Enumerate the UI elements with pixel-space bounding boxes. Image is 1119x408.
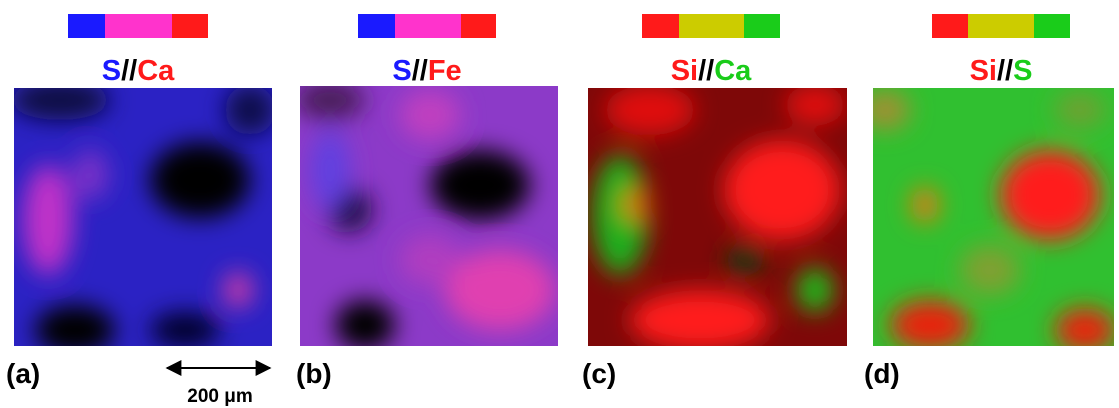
color-bar (358, 14, 496, 38)
panel-label: (c) (582, 358, 616, 389)
element-map (300, 86, 558, 346)
element-map (588, 88, 847, 346)
panel-title: Si//S (970, 55, 1033, 87)
element-map (873, 88, 1114, 346)
panel-label: (a) (6, 358, 40, 389)
panel-title: Si//Ca (671, 55, 752, 87)
panel-label: (b) (296, 358, 332, 389)
color-bar (68, 14, 208, 38)
scale-bar-label: 200 μm (187, 386, 253, 407)
panel-label: (d) (864, 358, 900, 389)
color-bar (932, 14, 1070, 38)
color-bar (642, 14, 780, 38)
panel-title: S//Fe (392, 55, 461, 87)
panel-title: S//Ca (102, 55, 175, 87)
element-map (14, 88, 272, 346)
